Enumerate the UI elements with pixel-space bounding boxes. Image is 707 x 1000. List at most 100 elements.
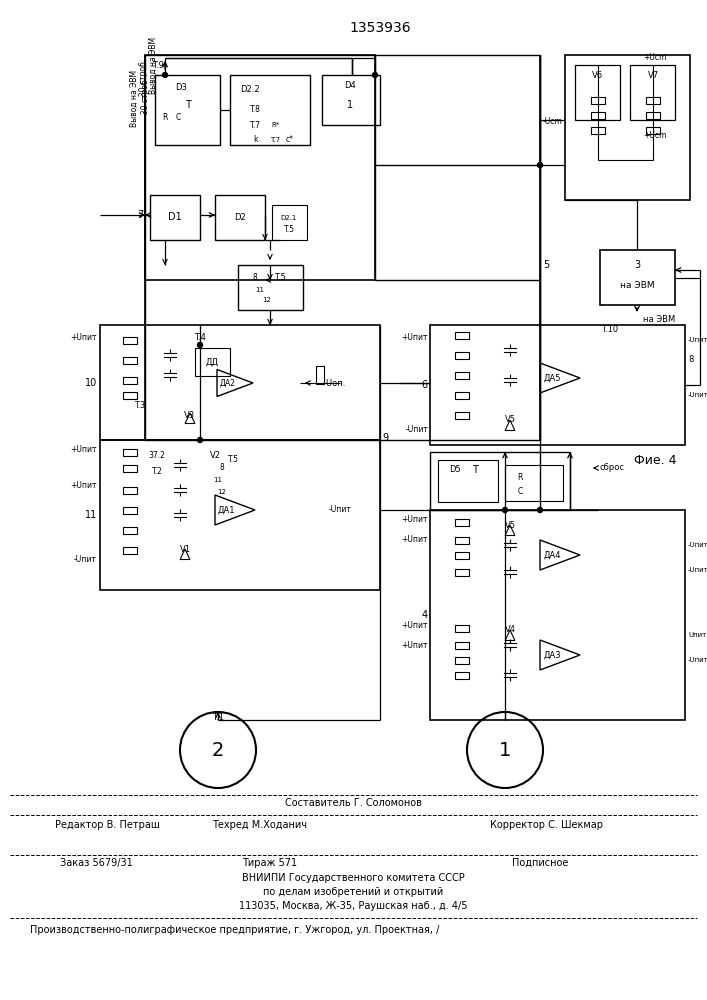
Text: T.3: T.3 [134,400,146,410]
Text: 12: 12 [262,297,271,303]
Text: -30 строб: -30 строб [139,61,148,99]
Text: T.2: T.2 [151,468,163,477]
Text: T.5: T.5 [284,226,295,234]
Text: на ЭВМ: на ЭВМ [620,280,654,290]
Text: T: T [185,100,191,110]
Text: -Uпит: -Uпит [74,556,97,564]
Bar [123,377,137,384]
Text: k: k [252,135,257,144]
Text: R*: R* [271,122,279,128]
Text: C: C [518,488,522,496]
Text: V6: V6 [592,70,604,80]
Text: 1353936: 1353936 [349,21,411,35]
Text: V2: V2 [209,450,221,460]
Text: ДА2: ДА2 [220,378,236,387]
Text: Производственно-полиграфическое предприятие, г. Ужгород, ул. Проектная, /: Производственно-полиграфическое предприя… [30,925,439,935]
Bar [123,465,137,472]
Bar [646,97,660,104]
Bar [155,75,220,145]
Text: 11: 11 [255,287,264,293]
Circle shape [537,508,542,512]
Bar [123,337,137,344]
Text: +Uпит: +Uпит [402,516,428,524]
Bar [272,205,307,240]
Text: 37.2: 37.2 [148,450,165,460]
Text: C: C [175,113,180,122]
Text: Вывод на ЭВМ
-30 строб: Вывод на ЭВМ -30 строб [130,70,150,127]
Text: ДА4: ДА4 [543,550,561,560]
Text: +Uпит: +Uпит [402,641,428,650]
Bar [455,657,469,664]
Bar [455,672,469,679]
Text: +Uпит: +Uпит [402,620,428,630]
Text: +Uпит: +Uпит [402,536,428,544]
Bar [123,527,137,534]
Text: D5: D5 [449,466,461,475]
Text: 3: 3 [634,260,640,270]
Bar [591,112,605,119]
Bar [123,547,137,554]
Text: ВНИИПИ Государственного комитета СССР: ВНИИПИ Государственного комитета СССР [242,873,464,883]
Bar [430,510,685,720]
Text: 1: 1 [499,740,511,760]
Bar [455,372,469,379]
Text: Корректор С. Шекмар: Корректор С. Шекмар [490,820,603,830]
Text: V5: V5 [505,416,515,424]
Text: Фие. 4: Фие. 4 [633,454,677,466]
Bar [455,569,469,576]
Text: -Uпит: -Uпит [329,506,351,514]
Bar [238,265,303,310]
Text: T.7: T.7 [250,120,260,129]
Text: +Uпит: +Uпит [71,446,97,454]
Text: -Uпит: -Uпит [688,337,707,343]
Bar [150,195,200,240]
Text: 4: 4 [422,610,428,620]
Text: -Uпит: -Uпит [688,542,707,548]
Text: T.5: T.5 [228,456,238,464]
Text: 1: 1 [347,100,353,110]
Text: Тираж 571: Тираж 571 [243,858,298,868]
Bar [455,642,469,649]
Circle shape [197,438,202,442]
Circle shape [163,73,168,78]
Bar [123,392,137,399]
Text: +Uпит: +Uпит [71,481,97,489]
Bar [100,325,380,440]
Text: T.4: T.4 [194,334,206,342]
Bar [630,65,675,120]
Text: -Ucm: -Ucm [542,117,562,126]
Text: T.9: T.9 [152,60,164,70]
Text: Вывод на ЭВМ: Вывод на ЭВМ [148,36,158,94]
Text: 8: 8 [220,464,224,473]
Text: V5: V5 [505,520,515,530]
Text: ДД: ДД [206,358,218,366]
Text: D2: D2 [234,213,246,222]
Bar [591,97,605,104]
Bar [316,366,324,384]
Text: 11: 11 [214,477,223,483]
Text: -Uпит: -Uпит [688,567,707,573]
Text: Техред М.Ходанич: Техред М.Ходанич [213,820,308,830]
Bar [195,348,230,376]
Text: по делам изобретений и открытий: по делам изобретений и открытий [263,887,443,897]
Text: Подписное: Подписное [512,858,568,868]
Text: ДА3: ДА3 [543,650,561,660]
Text: +Uпит: +Uпит [71,334,97,342]
Text: на ЭВМ: на ЭВМ [643,316,675,324]
Text: D2.1: D2.1 [281,215,297,221]
Text: T.10: T.10 [602,326,619,334]
Bar [123,487,137,494]
Text: D4: D4 [344,81,356,90]
Text: -Uпит: -Uпит [405,426,428,434]
Bar [455,352,469,359]
Text: D3: D3 [175,84,187,93]
Bar [646,127,660,134]
Text: V4: V4 [505,626,515,635]
Bar [145,55,375,280]
Text: c*: c* [286,135,294,144]
Text: 8: 8 [688,356,694,364]
Bar [505,465,563,501]
Text: 10: 10 [85,378,97,388]
Text: 8: 8 [252,273,257,282]
Text: сброс: сброс [600,464,624,473]
